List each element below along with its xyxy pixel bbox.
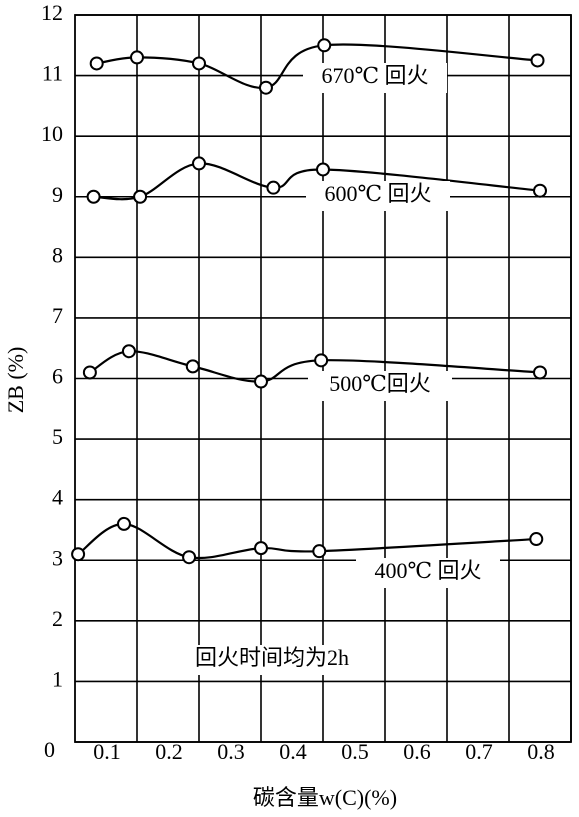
data-point [533, 183, 547, 198]
data-point [530, 53, 545, 68]
data-point [533, 365, 547, 380]
x-axis-label: 碳含量w(C)(%) [253, 785, 397, 810]
series-label: 670℃ 回火 [321, 63, 428, 88]
legend-bg [306, 181, 450, 211]
data-point [121, 344, 136, 359]
data-point [71, 547, 86, 562]
x-tick-label: 0.2 [155, 739, 183, 764]
x-tick-label: 0.5 [341, 739, 369, 764]
data-point [192, 56, 206, 71]
data-point [254, 374, 268, 389]
data-point [529, 532, 544, 547]
data-point [130, 50, 144, 65]
y-tick-label: 0 [44, 737, 55, 762]
y-axis-label: ZB (%) [3, 347, 28, 414]
data-point [312, 544, 327, 559]
data-point [86, 189, 101, 204]
y-tick-label: 2 [52, 606, 63, 631]
x-tick-label: 0.7 [465, 739, 493, 764]
series-label: 600℃ 回火 [324, 181, 431, 206]
data-point [317, 38, 332, 53]
series-label: 500℃回火 [329, 371, 431, 396]
x-tick-label: 0.1 [93, 739, 121, 764]
data-point [82, 365, 97, 380]
annotation-bg [170, 645, 380, 675]
y-tick-label: 5 [52, 424, 63, 449]
y-tick-label: 11 [42, 61, 63, 86]
x-tick-label: 0.4 [279, 739, 307, 764]
y-tick-label: 3 [52, 545, 63, 570]
data-point [116, 516, 131, 531]
y-tick-label: 9 [52, 182, 63, 207]
x-tick-label: 0.6 [403, 739, 431, 764]
y-tick-label: 10 [41, 121, 63, 146]
y-tick-label: 1 [52, 666, 63, 691]
data-point [314, 353, 329, 368]
data-point [316, 162, 330, 177]
y-tick-label: 7 [52, 303, 63, 328]
data-point [182, 550, 197, 565]
data-point [133, 189, 148, 204]
y-tick-label: 4 [52, 485, 63, 510]
annotation: 回火时间均为2h [195, 645, 349, 670]
legend-bg [356, 558, 500, 588]
legend-bg [303, 63, 447, 93]
data-point [89, 56, 104, 71]
y-tick-label: 6 [52, 364, 63, 389]
x-tick-label: 0.8 [527, 739, 555, 764]
data-point [258, 80, 273, 95]
y-tick-label: 8 [52, 242, 63, 267]
data-point [266, 180, 281, 195]
data-point [192, 156, 206, 171]
data-point [254, 541, 268, 556]
x-tick-label: 0.3 [217, 739, 245, 764]
legend-bg [308, 371, 452, 401]
y-tick-label: 12 [41, 0, 63, 25]
series-label: 400℃ 回火 [374, 558, 481, 583]
data-point [185, 359, 200, 374]
series-line [77, 522, 537, 560]
